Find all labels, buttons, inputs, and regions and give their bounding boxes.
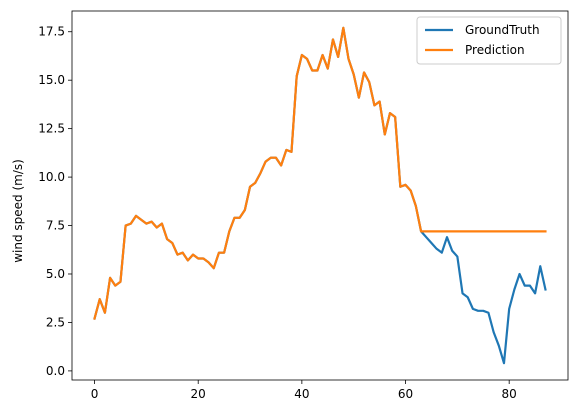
x-tick-label: 80 (502, 387, 517, 401)
series-line-prediction (93, 26, 547, 320)
series-layer (93, 26, 547, 365)
y-tick-label: 5.0 (46, 267, 65, 281)
y-tick-label: 0.0 (46, 364, 65, 378)
legend-label-prediction: Prediction (465, 43, 525, 57)
y-tick-label: 10.0 (38, 170, 65, 184)
y-tick-label: 7.5 (46, 219, 65, 233)
y-tick-label: 12.5 (38, 122, 65, 136)
legend-label-groundtruth: GroundTruth (465, 23, 540, 37)
x-tick-label: 0 (91, 387, 99, 401)
axes-layer: 0 20 40 60 80 0.0 2.5 5.0 7.5 10.0 12.5 15.0 17.5 (38, 10, 569, 401)
x-tick-label: 20 (191, 387, 206, 401)
y-tick-label: 15.0 (38, 73, 65, 87)
series-line-groundtruth (93, 26, 547, 365)
plot-frame (71, 10, 569, 381)
legend-box (416, 16, 562, 65)
y-tick-label: 2.5 (46, 315, 65, 329)
x-tick-label: 40 (294, 387, 309, 401)
y-axis-label: wind speed (m/s) (11, 159, 25, 263)
x-tick-label: 60 (398, 387, 413, 401)
y-tick-label: 17.5 (38, 25, 65, 39)
legend: GroundTruth Prediction (416, 16, 562, 65)
